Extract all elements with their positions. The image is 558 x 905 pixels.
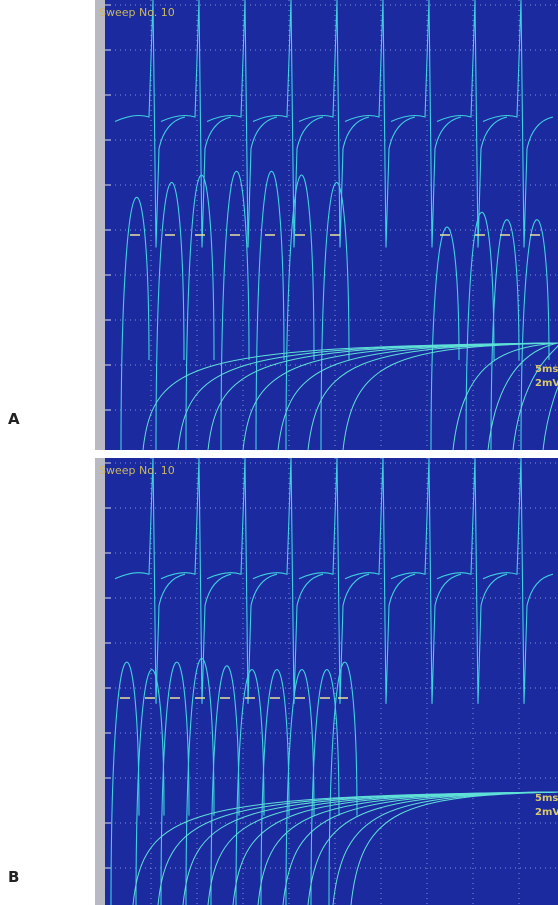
screen-bg [95, 458, 558, 905]
oscilloscope-screen: Sweep No. 10 5ms 2mV [95, 458, 558, 905]
bezel [95, 458, 105, 905]
trace [350, 791, 558, 905]
trace [110, 661, 140, 905]
trace [452, 342, 558, 450]
panel-label: A [8, 410, 20, 428]
trace [436, 0, 508, 248]
trace [255, 170, 285, 450]
trace [260, 669, 290, 905]
trace [114, 0, 186, 248]
trace [252, 458, 324, 704]
trace [490, 219, 520, 450]
trace [298, 458, 370, 704]
trace [344, 458, 416, 704]
trace [542, 343, 558, 450]
trace [220, 170, 250, 450]
screen-bg [95, 0, 558, 450]
trace [235, 669, 265, 905]
trace [465, 211, 495, 450]
oscilloscope-screen: Sweep No. 10 5ms 2mV [95, 0, 558, 450]
trace [307, 342, 558, 450]
trace [298, 0, 370, 248]
trace [185, 174, 215, 450]
volt-scale: 2mV [535, 807, 558, 818]
time-scale: 5ms [535, 793, 558, 804]
trace [120, 197, 150, 450]
trace [252, 0, 324, 248]
time-scale: 5ms [535, 364, 558, 375]
trace [135, 669, 165, 905]
trace [328, 661, 358, 905]
trace [342, 342, 558, 450]
trace [436, 458, 508, 704]
trace [487, 342, 558, 450]
trace [344, 0, 416, 248]
trace [277, 342, 558, 450]
trace [114, 458, 186, 704]
trace [242, 342, 558, 450]
sweep-label: Sweep No. 10 [99, 6, 175, 19]
trace [512, 343, 558, 450]
trace [185, 657, 215, 905]
bezel [95, 0, 105, 450]
trace [155, 182, 185, 450]
trace [285, 174, 315, 450]
trace [210, 665, 240, 905]
trace [160, 0, 232, 248]
trace [390, 0, 462, 248]
trace [160, 661, 190, 905]
trace [390, 458, 462, 704]
trace [206, 458, 278, 704]
trace [160, 458, 232, 704]
trace [482, 458, 554, 704]
panel-label: B [8, 868, 20, 886]
volt-scale: 2mV [535, 378, 558, 389]
trace [520, 219, 550, 450]
trace [285, 669, 315, 905]
trace [310, 669, 340, 905]
trace [320, 182, 350, 450]
trace [430, 226, 460, 450]
trace [206, 0, 278, 248]
trace [482, 0, 554, 248]
sweep-label: Sweep No. 10 [99, 464, 175, 477]
trace [207, 342, 558, 450]
